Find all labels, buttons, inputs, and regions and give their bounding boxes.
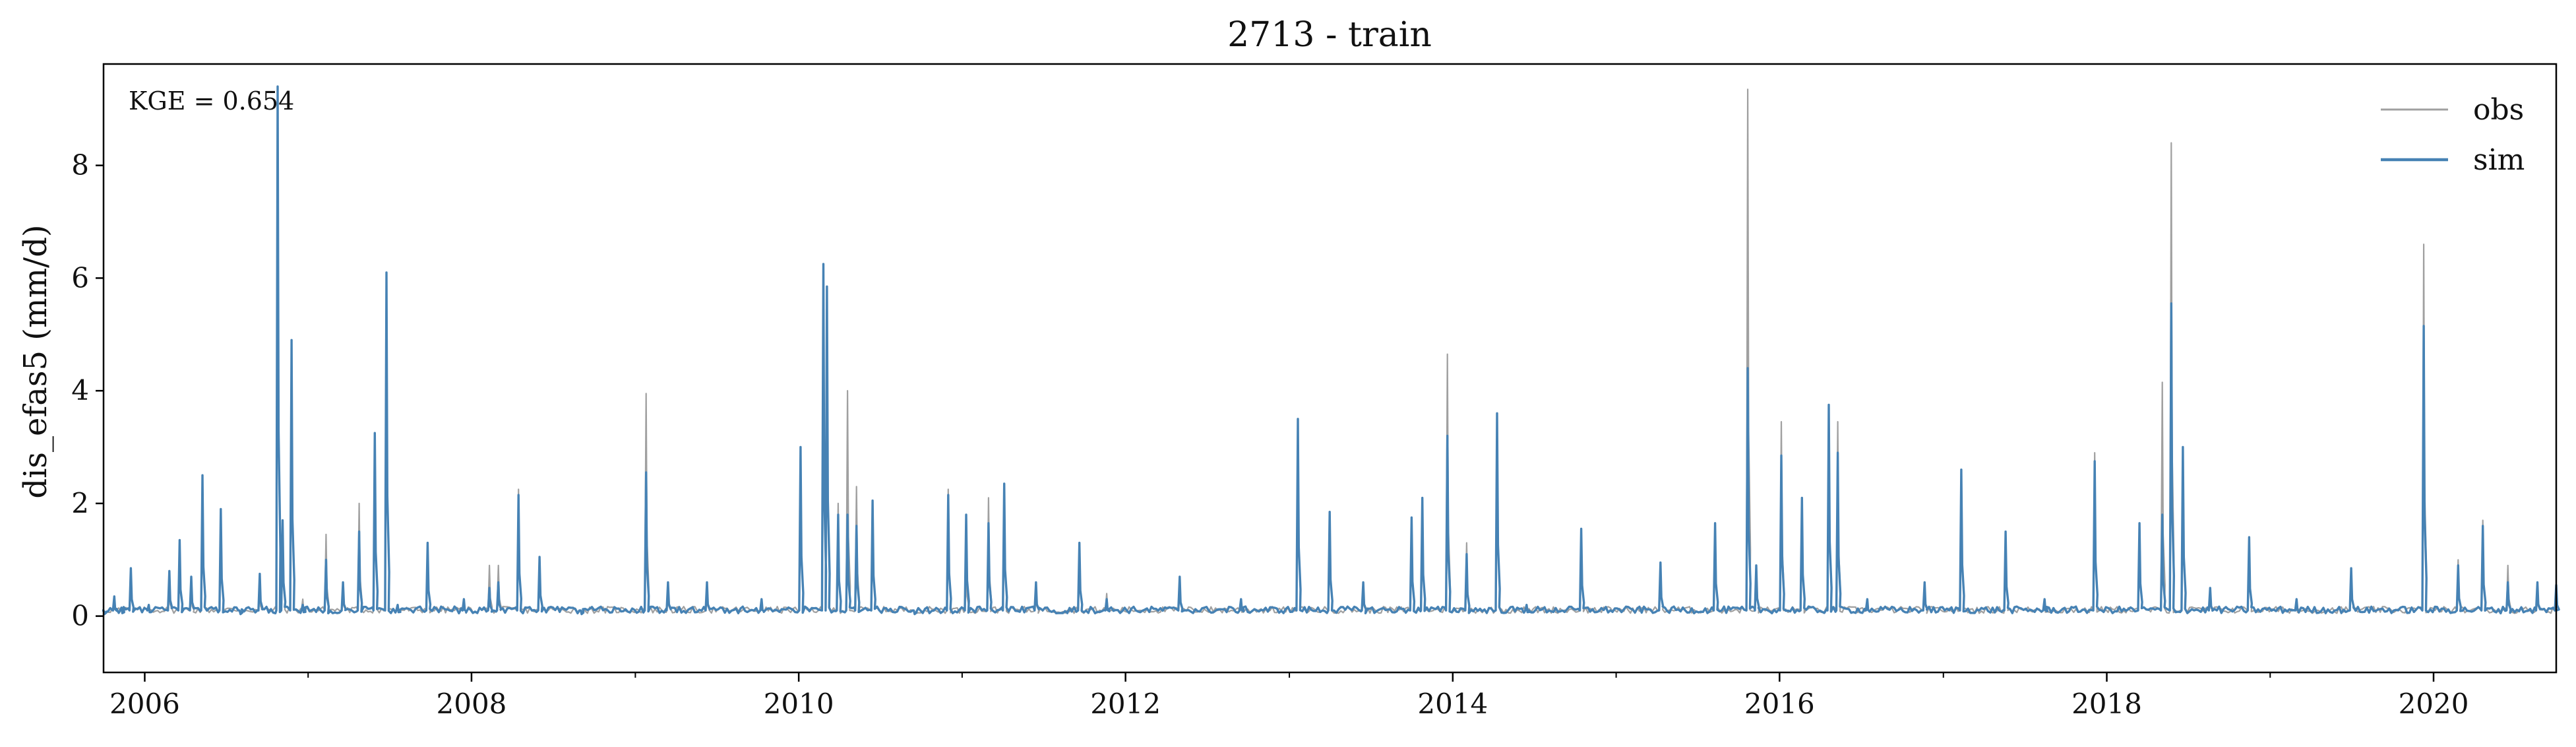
x-tick-label: 2006 <box>109 688 180 720</box>
x-tick-label: 2016 <box>1744 688 1815 720</box>
legend-label-obs: obs <box>2473 93 2524 127</box>
plot-frame <box>102 63 2558 674</box>
chart-title: 2713 - train <box>1227 15 1432 55</box>
x-tick-label: 2010 <box>764 688 834 720</box>
y-tick-label: 6 <box>71 261 89 294</box>
x-tick-label: 2012 <box>1090 688 1161 720</box>
y-tick-label: 4 <box>71 374 89 406</box>
axes: 0 2 4 6 8 2006 2008 2010 2012 2014 2016 2018 2020 <box>71 63 2558 720</box>
legend: obs sim <box>2381 93 2525 177</box>
x-tick-label: 2020 <box>2399 688 2469 720</box>
x-tick-label: 2018 <box>2071 688 2142 720</box>
y-tick-label: 2 <box>71 487 89 519</box>
y-tick-label: 0 <box>71 600 89 632</box>
y-axis-label: dis_efas5 (mm/d) <box>17 224 54 498</box>
kge-annotation: KGE = 0.654 <box>129 86 294 115</box>
x-tick-label: 2014 <box>1417 688 1488 720</box>
x-tick-label: 2008 <box>437 688 507 720</box>
series-line-sim <box>102 85 2560 616</box>
legend-label-sim: sim <box>2473 143 2525 177</box>
y-tick-label: 8 <box>71 149 89 181</box>
plot-area <box>102 85 2560 616</box>
